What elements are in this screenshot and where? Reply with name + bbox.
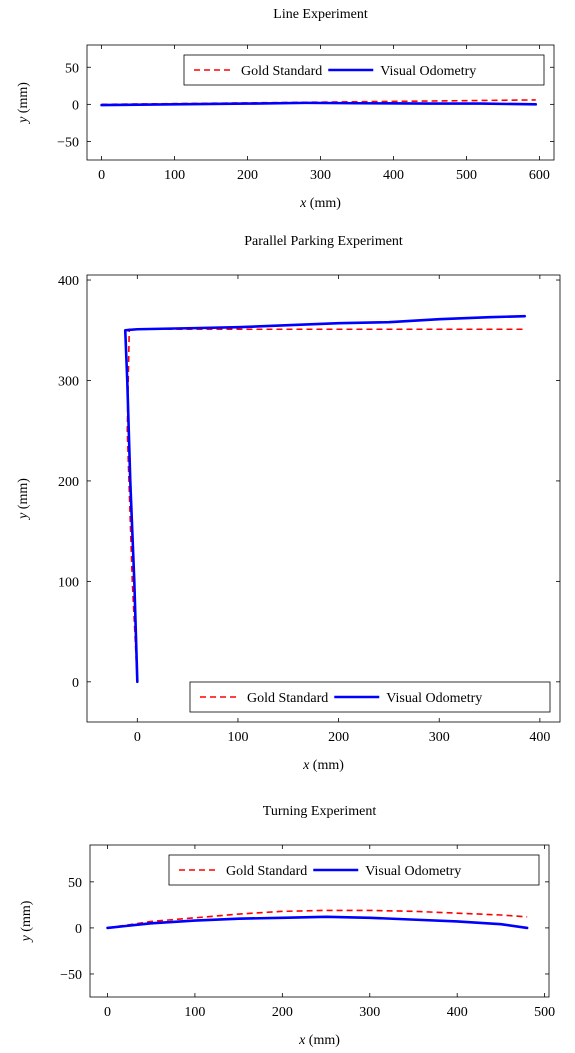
y-axis-var: y [16, 512, 31, 521]
x-tick-label: 500 [534, 1005, 555, 1020]
series-line-visual-odometry [106, 915, 529, 930]
legend-label-gold-standard: Gold Standard [226, 864, 307, 879]
x-tick-label: 200 [272, 1005, 293, 1020]
x-tick-label: 300 [310, 168, 331, 183]
y-tick-label: 50 [65, 61, 79, 76]
x-tick-label: 0 [98, 168, 105, 183]
y-tick-label: −50 [57, 135, 79, 150]
legend: Gold Standard Visual Odometry [189, 681, 551, 713]
x-axis-var: x [299, 196, 307, 211]
y-axis-unit: (mm) [16, 478, 31, 513]
x-axis-unit: (mm) [306, 196, 341, 211]
y-axis-unit: (mm) [16, 82, 31, 117]
legend-label-gold-standard: Gold Standard [241, 64, 322, 79]
chart-title: Turning Experiment [263, 804, 377, 819]
chart-title: Line Experiment [273, 7, 368, 22]
y-tick-label: 200 [58, 475, 79, 490]
x-axis-unit: (mm) [305, 1033, 340, 1048]
series-line-gold-standard [107, 909, 528, 929]
legend: Gold Standard Visual Odometry [168, 854, 540, 886]
y-axis-label: y (mm) [19, 900, 34, 943]
x-tick-label: 400 [383, 168, 404, 183]
x-tick-label: 500 [456, 168, 477, 183]
x-axis-var: x [302, 758, 310, 773]
legend-label-visual-odometry: Visual Odometry [365, 864, 461, 879]
x-axis-label: x (mm) [298, 1033, 340, 1048]
y-tick-label: 0 [72, 98, 79, 113]
series-line-visual-odometry [123, 314, 527, 684]
y-tick-label: 0 [75, 922, 82, 937]
y-tick-label: 0 [72, 676, 79, 691]
y-tick-label: 100 [58, 575, 79, 590]
x-tick-label: 400 [529, 730, 550, 745]
chart-title: Parallel Parking Experiment [244, 234, 403, 249]
x-tick-label: 200 [328, 730, 349, 745]
series-line-gold-standard [126, 328, 525, 682]
chart-1: Line Experiment 0 100 200 300 400 500 600 −50 0 50… [16, 7, 555, 211]
legend: Gold Standard Visual Odometry [183, 54, 545, 86]
y-tick-label: 300 [58, 374, 79, 389]
legend-label-gold-standard: Gold Standard [247, 691, 328, 706]
y-axis-label: y (mm) [16, 478, 31, 521]
x-axis-unit: (mm) [309, 758, 344, 773]
plot-frame [89, 844, 550, 998]
x-tick-label: 100 [184, 1005, 205, 1020]
legend-label-visual-odometry: Visual Odometry [386, 691, 482, 706]
x-tick-label: 400 [447, 1005, 468, 1020]
x-axis-var: x [298, 1033, 306, 1048]
x-tick-label: 0 [134, 730, 141, 745]
chart-3: Turning Experiment 0 100 200 300 400 500 −50 0 50… [19, 804, 555, 1048]
y-tick-label: 50 [68, 876, 82, 891]
x-tick-label: 300 [429, 730, 450, 745]
x-axis-label: x (mm) [299, 196, 341, 211]
y-axis-unit: (mm) [19, 900, 34, 935]
x-axis-label: x (mm) [302, 758, 344, 773]
x-tick-label: 100 [164, 168, 185, 183]
x-tick-label: 300 [359, 1005, 380, 1020]
x-tick-label: 0 [104, 1005, 111, 1020]
plot-frame [86, 274, 561, 723]
x-tick-label: 100 [227, 730, 248, 745]
y-tick-label: −50 [60, 968, 82, 983]
x-tick-label: 600 [529, 168, 550, 183]
series-line-visual-odometry [100, 101, 538, 107]
y-axis-label: y (mm) [16, 82, 31, 125]
legend-label-visual-odometry: Visual Odometry [380, 64, 476, 79]
x-tick-label: 200 [237, 168, 258, 183]
y-axis-var: y [16, 116, 31, 125]
chart-2: Parallel Parking Experiment 0 100 200 300 400… [16, 234, 561, 773]
y-tick-label: 400 [58, 274, 79, 289]
y-axis-var: y [19, 934, 34, 943]
